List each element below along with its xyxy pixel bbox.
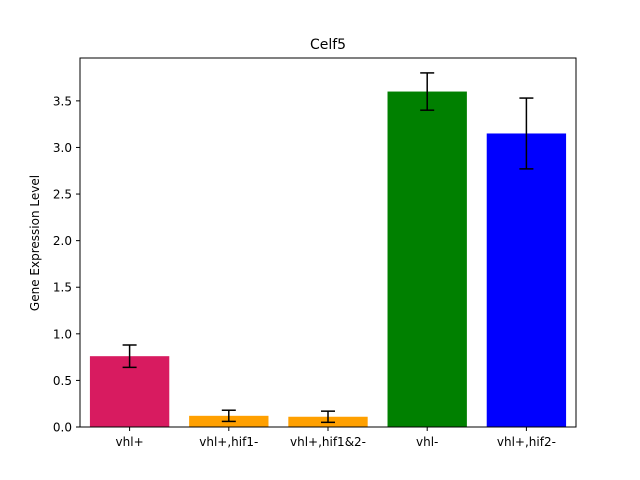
x-tick-label-0: vhl+ <box>116 435 144 449</box>
y-axis-label: Gene Expression Level <box>28 175 42 311</box>
y-tick-label-7: 3.5 <box>53 94 72 108</box>
chart-title: Celf5 <box>310 37 346 53</box>
bar-3 <box>387 91 467 427</box>
plot-area: vhl+ vhl+,hif1- vhl+,hif1&2- vhl-vhl+,hif2-… <box>53 57 577 449</box>
y-tick-label-4: 2.0 <box>53 234 72 248</box>
y-tick-label-6: 3.0 <box>53 141 72 155</box>
y-tick-label-3: 1.5 <box>53 281 72 295</box>
y-tick-label-0: 0.0 <box>53 421 72 435</box>
x-tick-label-2: vhl+,hif1&2- <box>290 435 366 449</box>
x-tick-label-4: vhl+,hif2- <box>497 435 556 449</box>
y-tick-label-1: 0.5 <box>53 374 72 388</box>
x-tick-label-3: vhl- <box>416 435 438 449</box>
axes-frame <box>79 57 577 428</box>
x-tick-label-1: vhl+,hif1- <box>199 435 258 449</box>
bar-4 <box>486 133 567 427</box>
y-tick-label-5: 2.5 <box>53 188 72 202</box>
y-tick-label-2: 1.0 <box>53 327 72 341</box>
